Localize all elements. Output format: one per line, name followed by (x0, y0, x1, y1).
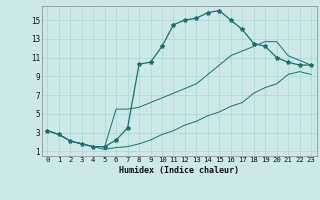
X-axis label: Humidex (Indice chaleur): Humidex (Indice chaleur) (119, 166, 239, 175)
